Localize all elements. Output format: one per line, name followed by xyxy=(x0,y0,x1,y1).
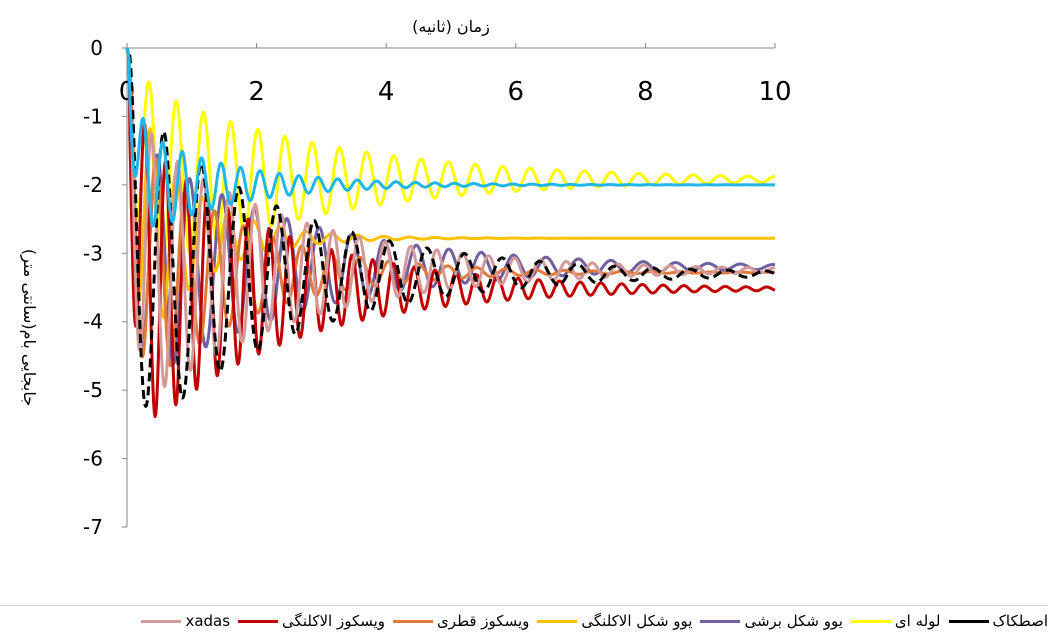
legend-swatch xyxy=(537,620,577,623)
y-tick-label: -7 xyxy=(83,515,103,539)
y-tick-label: 0 xyxy=(90,36,103,60)
y-axis-title: جابجایی بام(سانتی متر) xyxy=(19,249,39,406)
legend-label: یوو شکل الاکلنگی xyxy=(581,612,692,630)
legend-swatch xyxy=(949,620,989,623)
x-tick-label: 6 xyxy=(508,77,525,107)
x-tick-label: 2 xyxy=(248,77,265,107)
legend-item: ویسکوز قطری xyxy=(393,612,529,630)
legend-label: یوو شکل برشی xyxy=(744,612,842,630)
legend-swatch xyxy=(141,620,181,623)
legend-item: یوو شکل برشی xyxy=(700,612,842,630)
x-axis-title: زمان (ثانیه) xyxy=(412,17,490,37)
legend-item: xadas xyxy=(141,612,230,630)
legend-swatch xyxy=(393,620,433,623)
y-tick-label: -5 xyxy=(83,378,103,402)
legend-item: ویسکوز الاکلنگی xyxy=(238,612,385,630)
y-tick-label: -6 xyxy=(83,447,103,471)
legend-swatch xyxy=(700,620,740,623)
y-tick-label: -2 xyxy=(83,173,103,197)
legend-swatch xyxy=(238,620,278,623)
x-tick-label: 8 xyxy=(637,77,654,107)
x-tick-label: 4 xyxy=(378,77,395,107)
legend-item: اصطکاک xyxy=(949,612,1048,630)
legend-label: اصطکاک xyxy=(993,612,1048,630)
series-line-1 xyxy=(127,48,775,364)
legend-row: اصطکاک لوله ای یوو شکل برشی یوو شکل الاکلنگ… xyxy=(133,612,1048,630)
legend-label: ویسکوز قطری xyxy=(437,612,529,630)
x-tick-label: 10 xyxy=(758,77,791,107)
legend-swatch xyxy=(851,620,891,623)
y-tick-label: -3 xyxy=(83,241,103,265)
legend-item: لوله ای xyxy=(851,612,941,630)
legend-label: ویسکوز الاکلنگی xyxy=(282,612,385,630)
legend-item: یوو شکل الاکلنگی xyxy=(537,612,692,630)
legend-label: لوله ای xyxy=(895,612,941,630)
plot-area xyxy=(127,48,775,417)
y-tick-label: -4 xyxy=(83,310,103,334)
legend-label: xadas xyxy=(185,612,230,630)
y-tick-label: -1 xyxy=(83,104,103,128)
legend: اصطکاک لوله ای یوو شکل برشی یوو شکل الاکلنگ… xyxy=(0,605,1048,640)
